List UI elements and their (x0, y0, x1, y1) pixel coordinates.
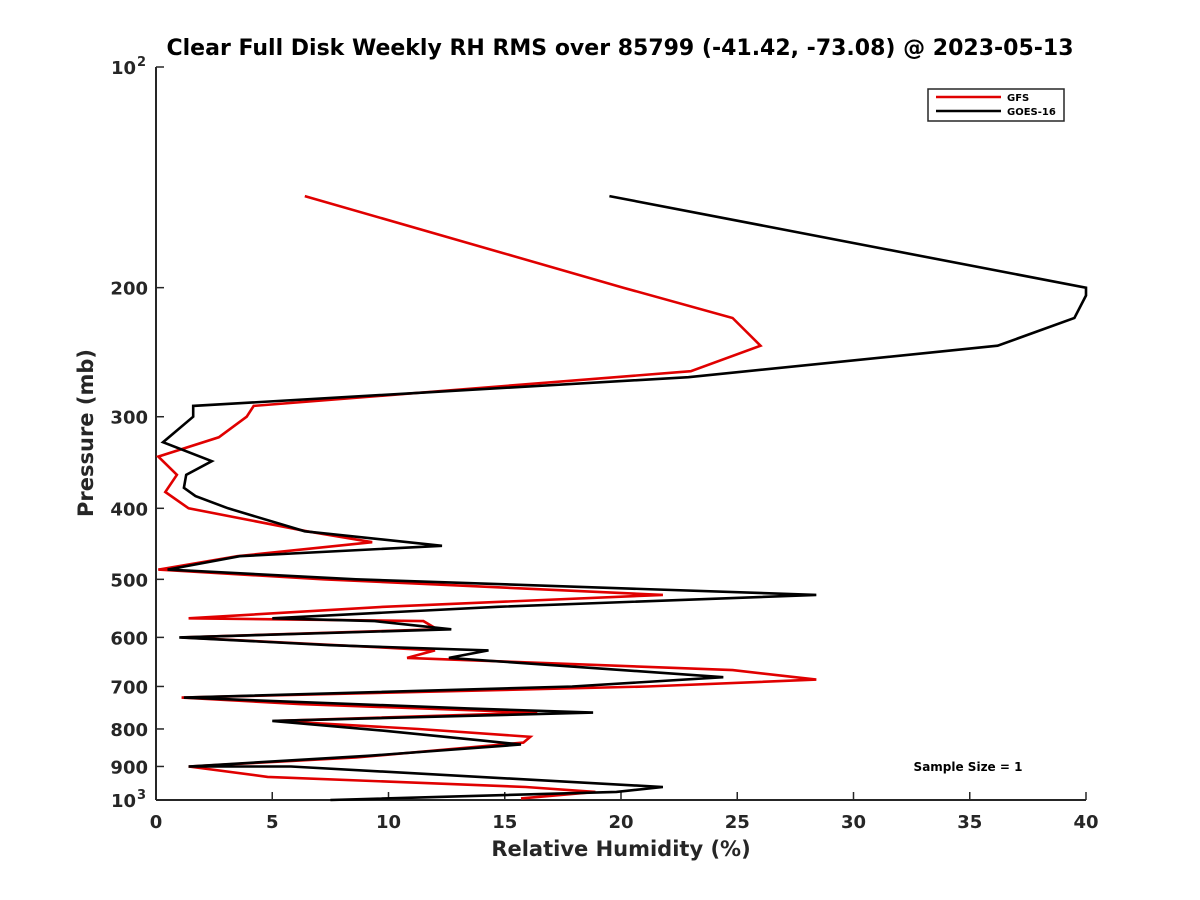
x-ticks: 0 5 10 15 20 25 30 35 40 (150, 792, 1099, 833)
x-tick-label: 30 (841, 812, 866, 833)
y-tick-label: 700 (110, 677, 148, 698)
legend: GFS GOES-16 (927, 88, 1065, 122)
x-tick-label: 5 (266, 812, 279, 833)
x-tick-label: 15 (492, 812, 517, 833)
legend-label-gfs: GFS (1007, 93, 1029, 104)
x-tick-label: 25 (725, 812, 750, 833)
y-tick-label: 500 (110, 570, 148, 591)
x-tick-label: 10 (376, 812, 401, 833)
legend-box (927, 88, 1065, 122)
series-line-goes16 (160, 194, 1088, 802)
legend-label-goes16: GOES-16 (1007, 107, 1056, 118)
y-tick-label: 600 (110, 628, 148, 649)
x-tick-label: 40 (1073, 812, 1098, 833)
y-tick-label: 900 (110, 757, 148, 778)
y-tick-label: 300 (110, 408, 148, 429)
y-tick-exponent: 3 (137, 788, 146, 803)
y-tick-label: 800 (110, 720, 148, 741)
x-tick-label: 20 (608, 812, 633, 833)
y-tick-exponent: 2 (137, 55, 146, 70)
series-line-gfs (155, 194, 817, 800)
y-tick-label: 400 (110, 499, 148, 520)
y-tick-label: 200 (110, 279, 148, 300)
x-tick-label: 0 (150, 812, 163, 833)
sample-size-annotation: Sample Size = 1 (914, 760, 1023, 774)
y-tick-label: 10 (111, 58, 136, 79)
x-axis-label: Relative Humidity (%) (491, 837, 750, 861)
chart-title: Clear Full Disk Weekly RH RMS over 85799… (166, 36, 1073, 61)
x-tick-label: 35 (957, 812, 982, 833)
y-tick-label: 10 (111, 791, 136, 812)
y-axis-label: Pressure (mb) (74, 349, 98, 517)
series-layer (155, 194, 1088, 802)
